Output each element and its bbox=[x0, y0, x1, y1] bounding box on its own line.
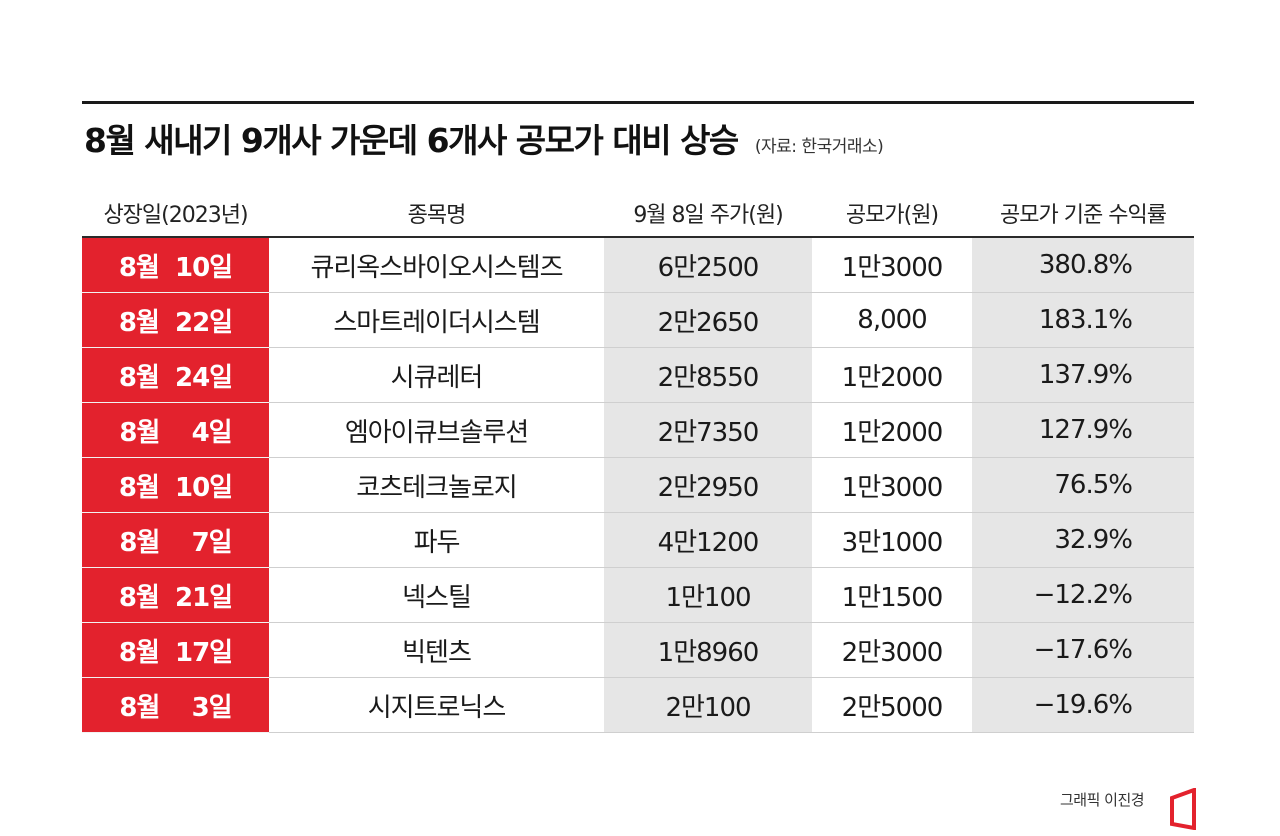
company-cell: 시지트로닉스 bbox=[367, 692, 507, 723]
ipo-price-cell: 1만3000 bbox=[841, 472, 944, 503]
return-cell: −19.6% bbox=[972, 678, 1194, 732]
price-cell: 2만2950 bbox=[604, 458, 812, 512]
company-cell: 스마트레이더시스템 bbox=[333, 307, 540, 338]
table-row: 8월 3일 시지트로닉스 2만100 2만5000 −19.6% bbox=[82, 678, 1194, 733]
company-cell: 코츠테크놀로지 bbox=[356, 472, 517, 503]
table-row: 8월 10일 큐리옥스바이오시스템즈 6만2500 1만3000 380.8% bbox=[82, 238, 1194, 293]
listing-date-cell: 8월 24일 bbox=[82, 348, 269, 403]
listing-date-cell: 8월 10일 bbox=[82, 238, 269, 293]
graphic-credit: 그래픽 이진경 bbox=[1060, 791, 1145, 809]
company-cell: 시큐레터 bbox=[390, 362, 484, 393]
return-cell: 32.9% bbox=[972, 513, 1194, 567]
brand-logo-icon bbox=[1170, 788, 1196, 830]
listing-date-cell: 8월 7일 bbox=[82, 513, 269, 568]
return-cell: −12.2% bbox=[972, 568, 1194, 622]
listing-date-cell: 8월 17일 bbox=[82, 623, 269, 678]
return-cell: 183.1% bbox=[972, 293, 1194, 347]
column-header-price: 9월 8일 주가(원) bbox=[633, 203, 783, 228]
price-cell: 2만8550 bbox=[604, 348, 812, 402]
column-header-ipo-price: 공모가(원) bbox=[845, 203, 939, 228]
ipo-price-cell: 1만2000 bbox=[841, 417, 944, 448]
company-cell: 큐리옥스바이오시스템즈 bbox=[310, 252, 563, 283]
listing-date-cell: 8월 3일 bbox=[82, 678, 269, 733]
company-cell: 엠아이큐브솔루션 bbox=[344, 417, 529, 448]
table-row: 8월 4일 엠아이큐브솔루션 2만7350 1만2000 127.9% bbox=[82, 403, 1194, 458]
price-cell: 6만2500 bbox=[604, 238, 812, 292]
ipo-price-cell: 8,000 bbox=[857, 305, 927, 335]
ipo-price-cell: 1만1500 bbox=[841, 582, 944, 613]
price-cell: 1만8960 bbox=[604, 623, 812, 677]
table-body: 8월 10일 큐리옥스바이오시스템즈 6만2500 1만3000 380.8% 8월 22… bbox=[82, 238, 1194, 733]
ipo-price-cell: 1만3000 bbox=[841, 252, 944, 283]
return-cell: 137.9% bbox=[972, 348, 1194, 402]
column-header-return: 공모가 기준 수익률 bbox=[1000, 203, 1167, 228]
price-cell: 4만1200 bbox=[604, 513, 812, 567]
ipo-price-cell: 2만5000 bbox=[841, 692, 944, 723]
column-header-company: 종목명 bbox=[407, 203, 467, 228]
company-cell: 빅텐츠 bbox=[402, 637, 472, 668]
ipo-price-cell: 1만2000 bbox=[841, 362, 944, 393]
price-cell: 2만7350 bbox=[604, 403, 812, 457]
return-cell: 76.5% bbox=[972, 458, 1194, 512]
price-cell: 1만100 bbox=[604, 568, 812, 622]
table-header: 상장일(2023년) 종목명 9월 8일 주가(원) 공모가(원) 공모가 기준… bbox=[82, 190, 1194, 238]
chart-title: 8월 새내기 9개사 가운데 6개사 공모가 대비 상승 bbox=[84, 121, 739, 160]
listing-date-cell: 8월 21일 bbox=[82, 568, 269, 623]
table-row: 8월 24일 시큐레터 2만8550 1만2000 137.9% bbox=[82, 348, 1194, 403]
return-cell: 380.8% bbox=[972, 238, 1194, 292]
table-row: 8월 10일 코츠테크놀로지 2만2950 1만3000 76.5% bbox=[82, 458, 1194, 513]
table-row: 8월 22일 스마트레이더시스템 2만2650 8,000 183.1% bbox=[82, 293, 1194, 348]
table-row: 8월 7일 파두 4만1200 3만1000 32.9% bbox=[82, 513, 1194, 568]
ipo-price-cell: 2만3000 bbox=[841, 637, 944, 668]
ipo-price-cell: 3만1000 bbox=[841, 527, 944, 558]
price-cell: 2만2650 bbox=[604, 293, 812, 347]
table-row: 8월 17일 빅텐츠 1만8960 2만3000 −17.6% bbox=[82, 623, 1194, 678]
title-row: 8월 새내기 9개사 가운데 6개사 공모가 대비 상승 (자료: 한국거래소) bbox=[84, 114, 884, 162]
source-note: (자료: 한국거래소) bbox=[754, 137, 884, 157]
data-table: 상장일(2023년) 종목명 9월 8일 주가(원) 공모가(원) 공모가 기준… bbox=[82, 190, 1194, 733]
company-cell: 파두 bbox=[413, 527, 461, 558]
column-header-listing-date: 상장일(2023년) bbox=[103, 203, 248, 228]
top-rule bbox=[82, 101, 1194, 104]
price-cell: 2만100 bbox=[604, 678, 812, 732]
return-cell: 127.9% bbox=[972, 403, 1194, 457]
return-cell: −17.6% bbox=[972, 623, 1194, 677]
company-cell: 넥스틸 bbox=[402, 582, 472, 613]
listing-date-cell: 8월 4일 bbox=[82, 403, 269, 458]
listing-date-cell: 8월 22일 bbox=[82, 293, 269, 348]
listing-date-cell: 8월 10일 bbox=[82, 458, 269, 513]
table-row: 8월 21일 넥스틸 1만100 1만1500 −12.2% bbox=[82, 568, 1194, 623]
